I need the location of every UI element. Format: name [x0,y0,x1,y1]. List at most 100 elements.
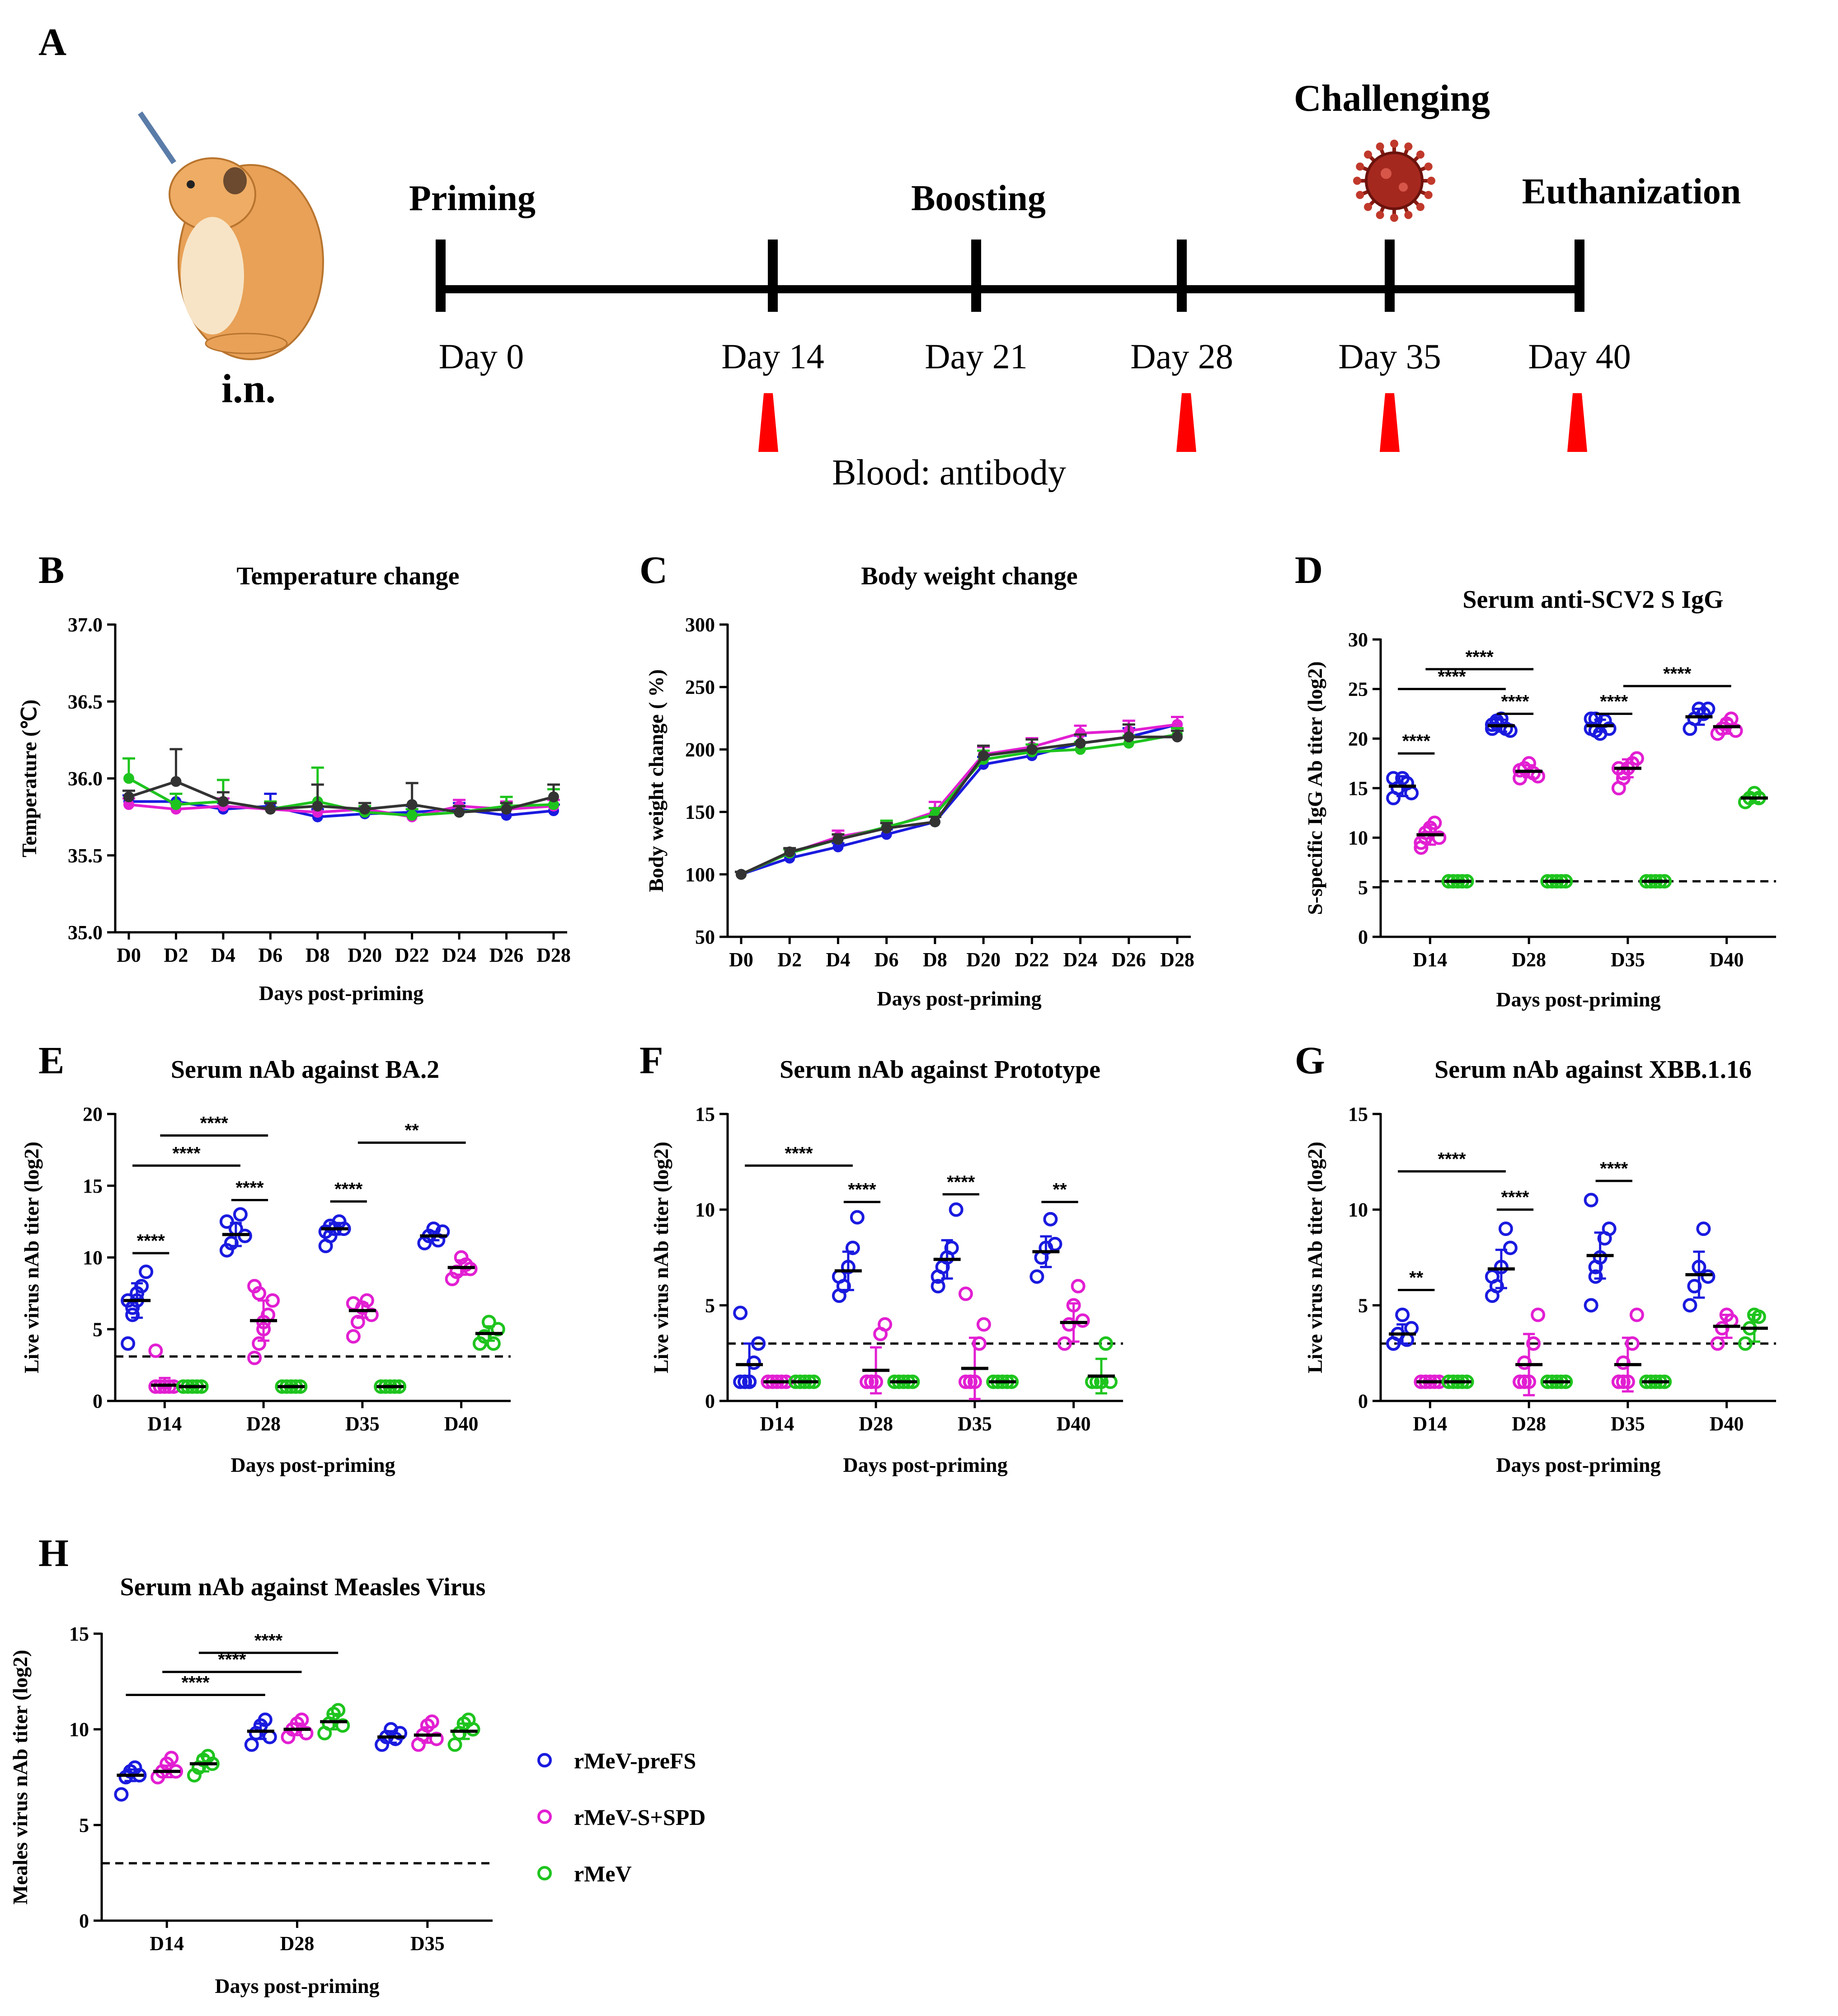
data-point [1395,1307,1410,1322]
blood-antibody-label: Blood: antibody [832,453,1066,493]
group-green [986,1374,1019,1389]
data-point [1687,1279,1702,1293]
data-point [331,1703,346,1718]
virus-spike-tip [1356,191,1364,199]
legend-label-s-spd: rMeV-S+SPD [574,1805,705,1830]
group-green [788,1374,821,1389]
x-tick-label: D14 [147,1413,182,1435]
group-green [1540,874,1573,889]
group-pink [860,1317,893,1395]
timeline-day-label: Day 40 [1528,337,1631,376]
timeline-ticks: Day 0 Day 14 Day 21 Day 28 Day 35 Day 40 [436,240,1631,452]
x-axis-label: Days post-priming [877,987,1041,1010]
group-green [1540,1374,1573,1389]
y-tick-label: 30 [1348,629,1368,651]
data-point [323,1218,338,1233]
x-axis-label: Days post-priming [843,1453,1007,1476]
group-pink [247,1279,280,1365]
group-blue [318,1214,351,1254]
data-point [1696,1222,1711,1236]
group-blue [733,1306,766,1389]
data-point [860,1374,874,1389]
significance-label: **** [172,1143,201,1163]
virus-spike-tip [1376,211,1384,219]
data-point [949,1202,964,1217]
data-point [1427,815,1442,830]
data-point [963,1374,978,1389]
data-point [125,1307,140,1322]
charts: B Temperature change 35.0 35.5 36.0 36.5 37.0 D… [9,548,1776,1997]
group-blue [1584,1193,1617,1313]
pipette-icon [138,111,176,164]
group-pink [1414,1374,1447,1389]
data-point [1616,1355,1631,1370]
chart-title: Temperature change [236,562,459,590]
timeline-day-label: Day 14 [721,337,824,376]
group-blue [375,1722,408,1752]
panel-h: H Serum nAb against Measles Virus 0 5 10 15 D1… [9,1531,493,1997]
y-tick-label: 150 [685,801,715,823]
data-point [1062,1317,1076,1332]
data-point [258,1712,273,1727]
group-pink [1513,756,1546,786]
group-pink [445,1250,478,1287]
series-line [128,780,554,814]
x-tick-label: D24 [1063,949,1098,971]
data-point [346,1329,361,1344]
panel-g: G Serum nAb against XBB.1.16 0 5 10 15 D14 D28 D… [1295,1039,1776,1476]
data-point [1683,1298,1697,1313]
group-pink [1710,1307,1740,1351]
series-line [740,735,1177,876]
x-tick-label: D8 [923,949,947,971]
group-blue [1485,1222,1518,1303]
series-line [740,723,1178,876]
y-tick-label: 15 [1348,777,1368,799]
panel-letter-f: F [639,1039,663,1082]
data-point [1404,785,1419,800]
data-point [477,1329,492,1344]
significance-label: **** [947,1172,975,1192]
chart-title: Serum anti-SCV2 S IgG [1462,586,1723,614]
panel-f: F Serum nAb against Prototype 0 5 10 15 D14 D28… [639,1039,1123,1476]
x-tick-label: D22 [1015,949,1049,971]
virus-spike-tip [1390,214,1398,222]
data-point [217,796,229,807]
data-point [1715,1321,1730,1336]
y-tick-label: 25 [1348,678,1368,700]
y-tick-label: 0 [1358,1390,1368,1412]
x-tick-label: D35 [1611,949,1645,971]
data-point [350,1315,365,1330]
y-tick-label: 15 [83,1175,103,1197]
y-tick-label: 5 [79,1814,89,1836]
data-point [878,1317,893,1332]
y-tick-label: 5 [705,1294,715,1316]
timeline-day-label: Day 35 [1338,337,1441,376]
data-point [139,1264,154,1279]
data-point [501,804,512,815]
x-tick-label: D28 [246,1413,281,1435]
series-blue [735,716,1184,880]
panel-b: B Temperature change 35.0 35.5 36.0 36.5 37.0 D… [18,548,571,1005]
legend-label-rmev: rMeV [574,1861,632,1886]
virus-spike-tip [1353,177,1361,185]
data-point [1048,1236,1062,1251]
significance-label: **** [1600,1159,1628,1179]
x-tick-label: D14 [1413,949,1447,971]
data-point [359,1293,374,1308]
data-point [978,750,989,761]
data-point [170,799,182,810]
chart-title: Serum nAb against XBB.1.16 [1434,1056,1752,1084]
significance-label: **** [254,1631,283,1650]
data-point [1738,1336,1753,1351]
y-tick-label: 100 [685,864,715,886]
x-tick-label: D0 [729,949,753,971]
virus-spike-tip [1427,177,1435,185]
group-blue [931,1202,964,1293]
timeline-day-label: Day 0 [439,337,524,376]
x-tick-label: D20 [966,949,1001,971]
series-line [128,803,554,818]
data-point [738,1374,752,1389]
significance-label: **** [1501,692,1529,712]
x-axis-label: Days post-priming [1496,988,1660,1011]
data-point [958,1286,973,1301]
